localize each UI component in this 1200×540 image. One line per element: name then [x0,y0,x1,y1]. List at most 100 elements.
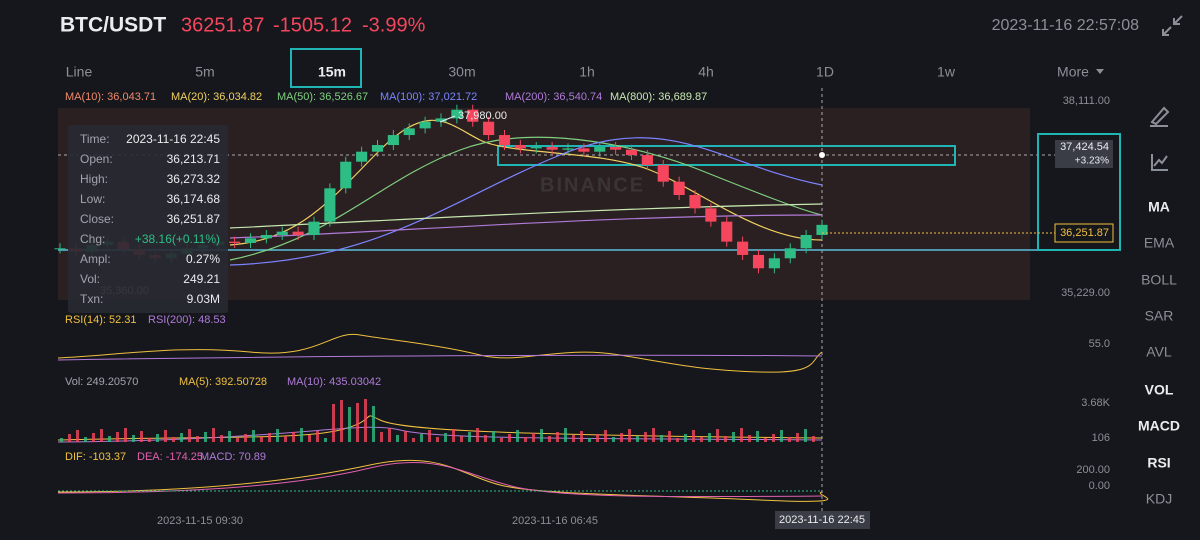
volume-bar [796,433,799,442]
indicator-icon[interactable] [1151,154,1168,171]
interval-tab[interactable]: 15m [318,64,346,80]
volume-bar [524,437,527,442]
candle-body [260,234,272,239]
volume-bar [700,437,703,442]
volume-bar [100,429,103,442]
volume-bar [300,428,303,442]
candle-body [276,231,288,235]
interval-tab[interactable]: 1D [816,64,834,80]
collapse-icon[interactable] [1162,15,1183,36]
tooltip-label: Open: [80,152,113,166]
macd-legend: DEA: -174.25 [137,451,203,463]
volume-bar [612,437,615,442]
tooltip-label: High: [80,172,108,186]
indicator-toggle[interactable]: SAR [1145,308,1174,324]
macd-line [57,459,829,502]
vol-axis: 106 [1092,432,1110,444]
candle-body [483,121,495,136]
volume-bar [660,435,663,442]
ma-legend: MA(50): 36,526.67 [277,91,368,103]
volume-bar [292,432,295,442]
draw-icon[interactable] [1150,106,1170,127]
candle-body [340,161,352,189]
last-price-box [1054,223,1114,243]
candle-body [387,135,399,146]
volume-bar [204,432,207,442]
datetime: 2023-11-16 22:57:08 [992,17,1139,34]
symbol: BTC/USDT [60,14,166,37]
indicator-toggle[interactable]: BOLL [1141,272,1177,288]
volume-bar [268,433,271,442]
volume-bar [708,433,711,442]
y-tick-label: 38,111.00 [1063,95,1110,107]
volume-bar [628,429,631,442]
interval-tab[interactable]: 5m [195,64,214,80]
candle-body [435,118,447,122]
ma-legend: MA(10): 36,043.71 [65,91,156,103]
crosshair-dot [819,152,825,158]
macd-legend: DIF: -103.37 [65,451,126,463]
volume-bar [620,433,623,442]
last-price-label: 36,251.87 [1060,227,1109,239]
indicator-toggle[interactable]: KDJ [1146,491,1172,507]
volume-bar [540,429,543,442]
interval-tab[interactable]: 30m [448,64,475,80]
interval-tab[interactable]: Line [66,64,93,80]
indicator-toggle[interactable]: EMA [1144,235,1175,251]
candle-body [705,208,717,222]
tooltip-value: 36,273.32 [167,172,221,186]
change-pct: -3.99% [362,14,426,36]
high-pointer [439,115,456,123]
interval-tab[interactable]: 1h [579,64,595,80]
interval-tab[interactable]: 4h [698,64,714,80]
candle-body [737,241,749,255]
time-label: 2023-11-15 09:30 [157,515,243,527]
volume-bar [780,430,783,442]
volume-legend: MA(5): 392.50728 [179,376,267,388]
candle-body [641,155,653,166]
interval-tab[interactable]: 1w [937,64,956,80]
candle-body [451,109,463,119]
volume-bar [444,433,447,442]
volume-bar [596,434,599,442]
volume-bar [692,430,695,442]
interval-tab[interactable]: More [1057,64,1089,80]
volume-bar [196,436,199,442]
tooltip-label: Close: [80,212,114,226]
volume-bar [748,435,751,442]
rsi-axis: 55.0 [1089,338,1110,350]
indicator-toggle[interactable]: MA [1148,199,1170,215]
volume-bar [180,433,183,442]
volume-bar [316,431,319,442]
indicator-toggle[interactable]: VOL [1145,382,1174,398]
candle-body [54,248,66,250]
annotation-box [497,145,956,166]
crosshair-time: 2023-11-16 22:45 [779,514,865,526]
volume-bar [396,435,399,442]
tooltip-label: Low: [80,192,105,206]
indicator-toggle[interactable]: RSI [1147,455,1170,471]
volume-bar [548,436,551,442]
volume-bar [412,438,415,442]
price: 36251.87 [181,14,264,36]
candle-body [292,231,304,235]
volume-bar [164,430,167,442]
volume-bar [76,430,79,442]
volume-bar [788,437,791,442]
indicator-toggle[interactable]: AVL [1146,344,1172,360]
ma-legend: MA(100): 37,021.72 [380,91,477,103]
volume-bar [260,437,263,442]
ma-line [229,136,823,261]
candle-body [784,248,796,259]
candle-body [594,147,606,152]
indicator-toggle[interactable]: MACD [1138,418,1180,434]
tooltip-label: Chg: [80,232,105,246]
candle-body [816,224,828,235]
volume-bar [108,436,111,442]
volume-bar [636,436,639,442]
rsi-line [57,354,823,361]
candle-body [562,148,574,150]
volume-legend: Vol: 249.20570 [65,376,138,388]
ma-legend: MA(200): 36,540.74 [505,91,602,103]
macd-axis: 0.00 [1089,480,1110,492]
